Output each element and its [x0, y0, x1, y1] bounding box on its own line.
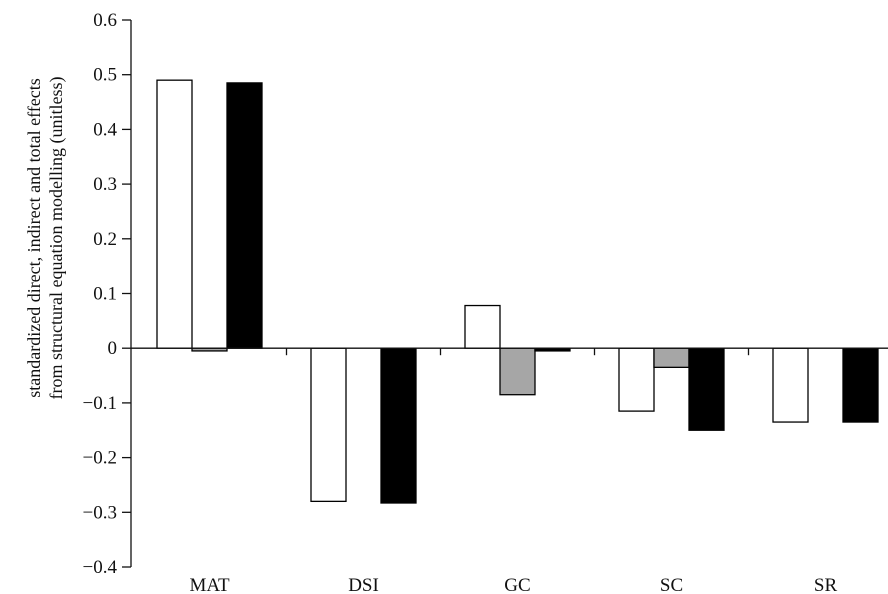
y-tick-label: −0.1 [83, 393, 117, 414]
bar-total-mat [226, 82, 263, 349]
x-tick-label: GC [504, 575, 530, 594]
bar-direct-mat [156, 79, 193, 349]
bar-total-sc [688, 347, 725, 431]
bar-direct-dsi [310, 347, 347, 503]
x-tick-label: DSI [348, 575, 379, 594]
bar-total-sr [842, 347, 879, 423]
y-tick-label: 0.2 [93, 229, 117, 250]
y-tick-label: 0.1 [93, 284, 117, 305]
y-tick-label: 0.3 [93, 174, 117, 195]
y-tick-label: −0.2 [83, 448, 117, 469]
y-tick-label: 0.4 [93, 119, 117, 140]
y-axis-label-line-2: from structural equation modelling (unit… [46, 77, 67, 400]
bar-direct-sc [618, 347, 655, 412]
x-tick-label: SC [660, 575, 683, 594]
y-axis-label: standardized direct, indirect and total … [24, 77, 67, 400]
bar-indirect-gc [499, 347, 536, 396]
bars [156, 79, 879, 504]
bar-direct-sr [772, 347, 809, 423]
x-tick-label: MAT [189, 575, 230, 594]
y-axis-label-line-1: standardized direct, indirect and total … [24, 78, 44, 398]
y-tick-label: 0.6 [93, 10, 117, 31]
y-tick-label: −0.3 [83, 502, 117, 523]
y-tick-label: −0.4 [83, 557, 118, 578]
x-axis [131, 347, 888, 356]
x-tick-label: SR [814, 575, 838, 594]
bar-indirect-sc [653, 347, 690, 368]
bar-total-dsi [380, 347, 417, 504]
bar-direct-gc [464, 304, 501, 349]
x-axis-labels: MAT DSI GC SC SR [189, 575, 837, 594]
y-tick-label: 0 [108, 338, 118, 359]
y-tick-label: 0.5 [93, 65, 117, 86]
y-axis: −0.4 −0.3 −0.2 −0.1 0 0.1 0.2 0.3 0.4 0.5 0.6 [83, 10, 132, 578]
